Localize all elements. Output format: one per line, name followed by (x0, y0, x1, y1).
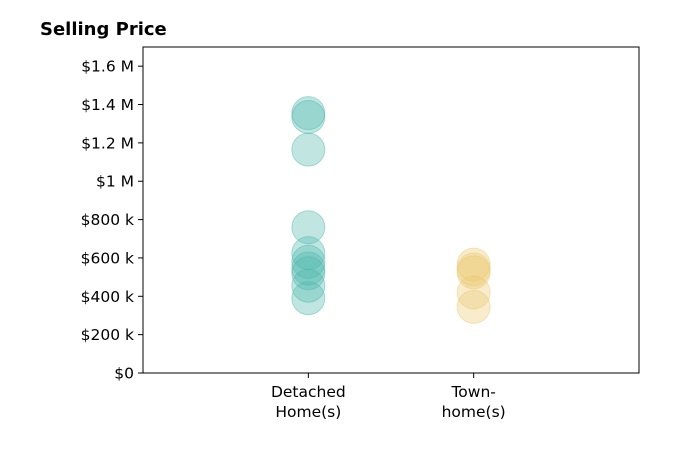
y-axis: $0 $200 k $400 k $600 k $800 k $1 M $1.2 M $1.4… (81, 58, 143, 383)
x-category-label: Detached Home(s) (271, 383, 346, 421)
chart-title: Selling Price (40, 19, 167, 40)
y-tick-label: $1 M (96, 173, 134, 191)
x-category-label-line: Detached (271, 383, 346, 401)
x-axis: Detached Home(s) Town-home(s) (271, 373, 506, 421)
y-tick-label: $1.4 M (81, 96, 134, 114)
x-category-label-line: home(s) (442, 403, 506, 421)
y-tick-label: $0 (114, 365, 134, 383)
data-point (291, 251, 326, 286)
y-tick-label: $600 k (81, 249, 134, 267)
data-point (291, 268, 326, 303)
plot-area (142, 46, 640, 374)
data-point (456, 247, 491, 282)
data-point (456, 252, 491, 287)
data-point (291, 99, 326, 134)
data-point (291, 210, 326, 245)
y-tick-label: $800 k (81, 211, 134, 229)
data-point (291, 236, 326, 271)
data-point (291, 256, 326, 291)
x-category-label-line: Home(s) (275, 403, 341, 421)
data-point (456, 275, 491, 310)
data-point (291, 132, 326, 167)
data-points (291, 96, 491, 324)
data-point (291, 96, 326, 131)
y-tick-label: $1.2 M (81, 134, 134, 152)
data-point (291, 281, 326, 316)
x-category-label: Town-home(s) (442, 383, 506, 421)
y-tick-label: $1.6 M (81, 58, 134, 76)
data-point (291, 244, 326, 279)
x-category-label-line: Town- (450, 383, 495, 401)
y-tick-label: $400 k (81, 288, 134, 306)
data-point (456, 255, 491, 290)
data-point (456, 289, 491, 324)
y-tick-label: $200 k (81, 326, 134, 344)
